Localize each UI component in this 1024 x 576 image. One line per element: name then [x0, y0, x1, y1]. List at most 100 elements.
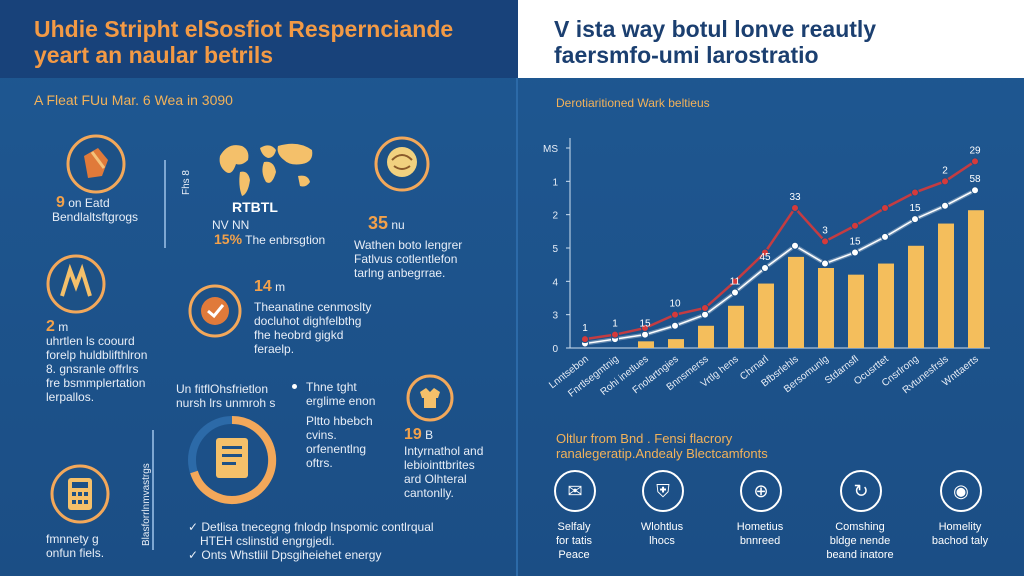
header-left-title-line1: Uhdie Stripht elSosfiot Respernciande [34, 16, 454, 42]
block6-text2: cvins. [306, 428, 337, 442]
block3-line3: tarlng anbegrrae. [354, 266, 446, 280]
feature-icon-label: bldge nende [829, 535, 891, 547]
block6-heading1: Un fitflOhsfrietlon [176, 382, 269, 396]
series-point [971, 157, 979, 166]
block6-text1: Pltto hbebch [306, 414, 373, 428]
block4-line4: fre bsmmplertation [46, 376, 146, 390]
map-label: RTBTL [232, 199, 278, 215]
series-point [761, 264, 769, 272]
map-text: The enbrsgtion [245, 233, 326, 247]
point-data-label: 3 [822, 225, 828, 236]
left-vertical-rule [164, 160, 166, 248]
block4-line3: 8. gnsranle offrlrs [46, 362, 139, 376]
feature-icon-label: lhocs [649, 535, 675, 547]
header-right-title-line2: faersmfo-umi larostratio [554, 42, 819, 68]
series-line-1 [584, 160, 976, 341]
point-data-label: 58 [969, 174, 981, 185]
bar [698, 325, 714, 348]
bottom-section-title1: Oltlur from Bnd . Fensi flacrory [556, 431, 733, 446]
brain-icon [374, 136, 430, 192]
left-subtitle: A Fleat FUu Mar. 6 Wea in 3090 [34, 92, 233, 108]
block7-line2: lebiointtbrites [404, 458, 475, 472]
series-point [971, 186, 979, 195]
block4-value-number: 2 [46, 318, 55, 335]
block6-text3: orfenentlng [306, 442, 367, 456]
series-point [911, 188, 919, 197]
point-data-label: 11 [730, 276, 741, 287]
point-data-label: 15 [639, 319, 651, 330]
block4-line1: uhrtlen ls coourd [46, 334, 135, 348]
series-point [671, 310, 679, 319]
series-point [731, 288, 739, 297]
block7-value-number: 19 [404, 426, 422, 443]
header-left: Uhdie Stripht elSosfiot Respernciande ye… [0, 0, 518, 78]
point-data-label: 15 [909, 203, 921, 214]
block8-line2: onfun fiels. [46, 546, 105, 560]
header-bar: Uhdie Stripht elSosfiot Respernciande ye… [0, 0, 1024, 78]
feature-icon-label: bnnreed [739, 535, 781, 547]
bar [818, 268, 834, 348]
bar [638, 341, 654, 348]
bottom-note-line3: ✓ Onts Whstliil Dpsgiheiehet energy [188, 548, 381, 562]
y-tick-label: 2 [552, 211, 558, 222]
block5-value: 14 m [254, 279, 285, 295]
bottom-note-line1-text: Detlisa tnecegng fnlodp Inspomic contlrq… [201, 520, 434, 534]
bar [728, 305, 744, 348]
block4-value-unit: m [58, 320, 69, 334]
bag-icon: ◉ [940, 470, 982, 512]
feature-icon-label: Comshing [835, 521, 885, 533]
series-point [641, 330, 649, 339]
map-stat: 15% The enbrsgtion [214, 232, 325, 247]
left-vertical-label2: Blasforrlnmvastrgs [141, 463, 152, 546]
series-point [581, 335, 589, 344]
block4-line2: forelp huldblifthlron [46, 348, 148, 362]
map-nv-label: NV NN [212, 218, 250, 232]
bar [788, 256, 804, 348]
globe-icon: ⊕ [740, 470, 782, 512]
block5-line4: feraelp. [254, 342, 295, 356]
block7-line3: ard Olhteral [404, 472, 467, 486]
series-point [941, 177, 949, 186]
y-tick-label: 1 [552, 177, 558, 188]
bar [758, 283, 774, 348]
left-vertical-label: Fhs 8 [181, 170, 192, 196]
point-data-label: 29 [969, 145, 981, 156]
feature-icon-label: Wlohtlus [640, 521, 684, 533]
block7-line1: Intyrnathol and [404, 444, 484, 458]
bar [908, 245, 924, 348]
series-point [881, 232, 889, 241]
block3-value-number: 35 [368, 213, 389, 233]
panel-divider [516, 78, 518, 576]
point-data-label: 33 [789, 192, 801, 203]
block7-value: 19 B [404, 426, 433, 443]
block1-value-unit: on Eatd [68, 196, 110, 210]
bullet-dot-icon [292, 384, 297, 389]
bar [848, 274, 864, 348]
check-icon: ✓ [188, 520, 202, 534]
bar [938, 223, 954, 348]
point-data-label: 1 [582, 323, 588, 334]
block1-value-number: 9 [56, 194, 65, 211]
block1-value: 9 on Eatd [56, 194, 110, 211]
point-data-label: 15 [849, 236, 861, 247]
bottom-note-line1: ✓ Detlisa tnecegng fnlodp Inspomic contl… [188, 520, 434, 534]
feature-icon-label: beand inatore [826, 549, 894, 561]
series-point [911, 215, 919, 224]
y-tick-label: MS [543, 144, 558, 155]
block1-text: Bendlaltsftgrogs [52, 210, 139, 224]
y-tick-label: 0 [552, 344, 558, 355]
series-point [851, 221, 859, 230]
series-line-core-0 [584, 189, 976, 345]
series-point [791, 204, 799, 212]
cycle-icon: ↻ [840, 470, 882, 512]
feature-icon-label: for tatis [555, 535, 593, 547]
block3-line2: Fatlvus cotlentlefon [354, 252, 458, 266]
block6-bullet-line2: erglime enon [306, 394, 376, 408]
series-point [611, 330, 619, 339]
series-point [641, 324, 649, 332]
series-point [701, 310, 709, 319]
series-point [851, 248, 859, 257]
bottom-note-line2: HTEH cslinstid engrgjedi. [200, 534, 335, 548]
